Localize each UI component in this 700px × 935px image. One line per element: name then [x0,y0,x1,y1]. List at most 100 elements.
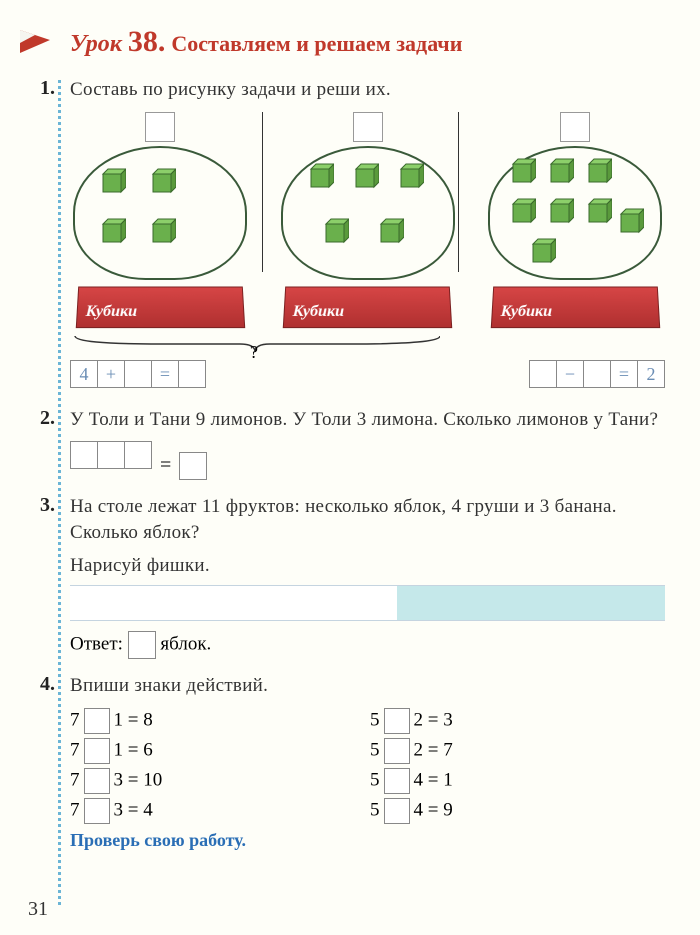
eq-line: 73 = 4 [70,798,290,824]
cube-group-2: Кубики [278,112,458,332]
eq-box[interactable] [178,360,206,388]
eq-box[interactable]: = [610,360,637,388]
sign-box[interactable] [384,768,410,794]
operand: 7 [70,799,80,820]
cube-icon [618,208,644,234]
task-text: Впиши знаки действий. [70,673,665,700]
eq-box[interactable]: − [556,360,583,388]
lesson-label: Урок [70,31,122,58]
cube-icon [510,158,536,184]
page-number: 31 [28,898,48,921]
dotted-margin [58,80,61,905]
operand: 5 [370,709,380,730]
eq-box[interactable] [124,441,152,469]
equation: = [70,441,665,479]
result: 6 [143,739,153,760]
cube-icon [150,218,176,244]
answer-line: Ответ: яблок. [70,631,665,659]
cube-icon [353,163,379,189]
eq-box[interactable] [179,452,207,480]
sign-box[interactable] [84,798,110,824]
result: 9 [443,799,453,820]
eq-line: 71 = 8 [70,708,290,734]
sign-box[interactable] [84,738,110,764]
operand: 2 [414,709,424,730]
cube-icon [308,163,334,189]
cube-group-3: Кубики [485,112,665,332]
task-3: 3. На столе лежат 11 фруктов: несколько … [70,494,665,660]
operand: 1 [114,709,124,730]
cube-icon [548,198,574,224]
operand: 5 [370,739,380,760]
equals-sign: = [160,454,171,477]
equation-left: 4+ = [70,360,206,393]
eq-box[interactable]: 2 [637,360,665,388]
bubble [73,146,247,280]
eq-box[interactable]: 4 [70,360,97,388]
cube-icon [586,158,612,184]
box-label: Кубики [500,303,552,321]
cube-icon [100,168,126,194]
brace-row: ? [70,334,665,354]
cube-icon [586,198,612,224]
box-label: Кубики [292,303,344,321]
answer-box[interactable] [353,112,383,142]
operand: 7 [70,709,80,730]
box: Кубики [490,286,659,328]
eq-box[interactable] [124,360,151,388]
check-work: Проверь свою работу. [70,830,665,851]
eq-box[interactable] [583,360,610,388]
cube-icon [150,168,176,194]
sign-box[interactable] [84,768,110,794]
equation-right: −=2 [529,360,665,393]
eq-line: 54 = 9 [370,798,590,824]
draw-label: Нарисуй фишки. [70,553,665,580]
task-text: У Толи и Тани 9 лимонов. У Толи 3 лимона… [70,407,665,434]
task-4: 4. Впиши знаки действий. 71 = 8 52 = 3 7… [70,673,665,851]
operand: 1 [114,739,124,760]
operand: 7 [70,739,80,760]
operand: 5 [370,799,380,820]
answer-label: Ответ: [70,634,123,655]
eq-box[interactable] [70,441,97,469]
cube-icon [548,158,574,184]
box: Кубики [75,286,244,328]
cube-icon [100,218,126,244]
sign-box[interactable] [384,738,410,764]
lesson-header: Урок 38. Составляем и решаем задачи [70,25,665,59]
sign-box[interactable] [384,708,410,734]
answer-unit: яблок. [160,634,211,655]
answer-box[interactable] [145,112,175,142]
eq-box[interactable]: = [151,360,178,388]
result: 1 [443,769,453,790]
answer-box[interactable] [128,631,156,659]
operand: 2 [414,739,424,760]
page: Урок 38. Составляем и решаем задачи 1. С… [0,0,700,935]
question-mark: ? [250,342,258,363]
bubble [281,146,455,280]
box: Кубики [283,286,452,328]
eq-box[interactable]: + [97,360,124,388]
eq-box[interactable] [529,360,556,388]
cube-group-1: Кубики [70,112,250,332]
cube-icon [378,218,404,244]
task-2: 2. У Толи и Тани 9 лимонов. У Толи 3 лим… [70,407,665,480]
sign-box[interactable] [384,798,410,824]
sign-box[interactable] [84,708,110,734]
cube-icon [323,218,349,244]
flag-icon [15,25,55,70]
divider [262,112,263,272]
task-1: 1. Составь по рисунку задачи и реши их. … [70,77,665,393]
eq-box[interactable] [97,441,124,469]
divider [458,112,459,272]
task-number: 1. [40,77,55,100]
answer-box[interactable] [560,112,590,142]
drawing-area[interactable] [70,585,665,621]
eq-line: 73 = 10 [70,768,290,794]
task-number: 4. [40,673,55,696]
task-text: На столе лежат 11 фруктов: несколько ябл… [70,494,665,547]
box-label: Кубики [85,303,137,321]
result: 4 [143,799,153,820]
cube-icon [398,163,424,189]
result: 3 [443,709,453,730]
